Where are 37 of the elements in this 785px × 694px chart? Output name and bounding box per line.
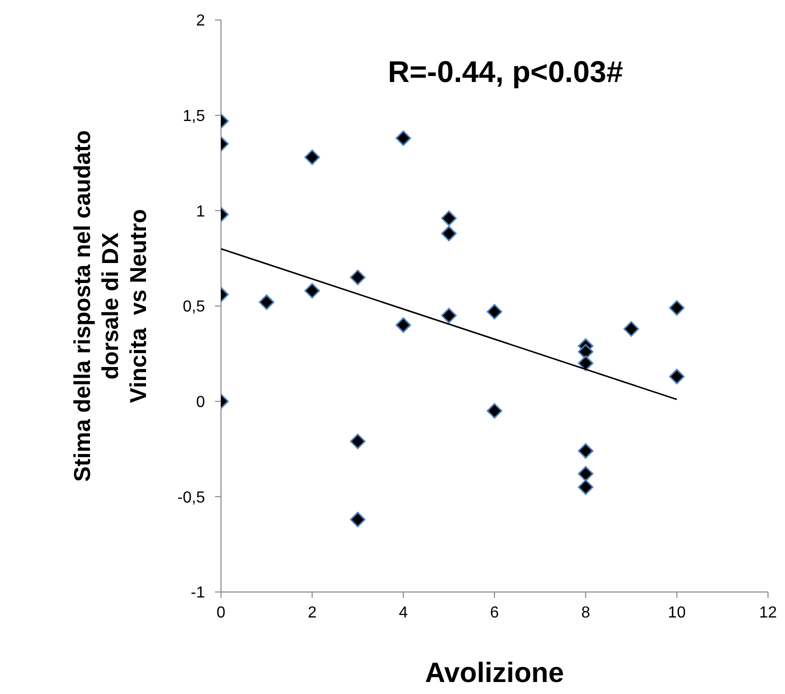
point [396, 317, 412, 333]
point [624, 321, 639, 337]
x-tick-label: 10 [668, 604, 686, 622]
point [441, 308, 457, 324]
point [669, 368, 685, 384]
annotation: R=-0.44, p<0.03# [388, 56, 624, 89]
point [396, 130, 412, 146]
y-tick-label: -0,5 [177, 489, 206, 506]
y-tick-label: 1,5 [182, 108, 206, 126]
x-axis-title: Avolizione [425, 657, 564, 688]
x-tick-label: 8 [581, 604, 590, 622]
y-tick-label: 2 [196, 12, 206, 30]
point [578, 466, 594, 482]
point [304, 282, 320, 298]
point [486, 403, 502, 419]
point [441, 226, 457, 242]
x-tick-label: 4 [398, 604, 408, 622]
point [669, 300, 685, 316]
x-tick-label: 0 [216, 604, 226, 622]
y-tick-label: 0,5 [182, 298, 206, 316]
x-tick-label: 2 [308, 604, 317, 622]
y-tick-label: 1 [196, 203, 206, 220]
x-tick-label: 6 [490, 604, 500, 622]
x-tick-label: 12 [759, 604, 777, 622]
y-axis-title: Stima della risposta nel caudato dorsale di DX Vincita vs Neutro [69, 130, 151, 482]
point [441, 210, 457, 226]
point [350, 434, 366, 450]
point [304, 150, 320, 166]
point [486, 304, 502, 320]
point [578, 443, 594, 459]
y-tick-label: -1 [190, 584, 206, 602]
point [350, 512, 366, 528]
point [578, 355, 594, 371]
point [578, 479, 594, 495]
y-tick-label: 0 [196, 394, 206, 412]
point [350, 270, 366, 286]
point [258, 294, 274, 310]
